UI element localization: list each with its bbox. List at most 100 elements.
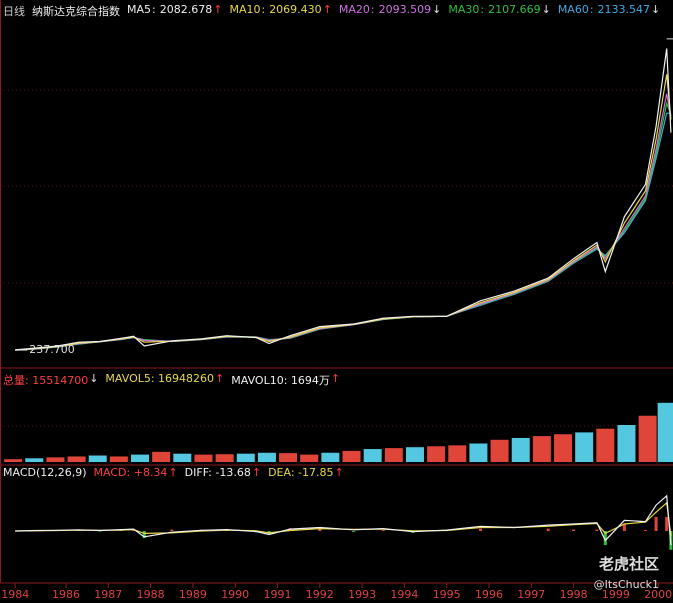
volume-bar xyxy=(152,451,171,462)
period: 日线 xyxy=(3,5,25,18)
legend-name: MA10 xyxy=(229,3,261,16)
header-label: 总量: 15514700 xyxy=(3,374,89,387)
volume-bar xyxy=(131,454,150,462)
volume-bar xyxy=(236,453,255,462)
x-tick-label: 1989 xyxy=(179,588,207,601)
macd-bar xyxy=(665,516,669,531)
volume-bar xyxy=(342,450,361,462)
volume-bar xyxy=(109,456,128,462)
x-tick-label: 1997 xyxy=(517,588,545,601)
price-header: 日线 纳斯达克综合指数 MA5:2082.678 ↑ MA10:2069.430 ↑ M… xyxy=(3,3,660,19)
legend-item: MA60:2133.547 ↓ xyxy=(558,3,660,19)
legend-value: 2082.678 xyxy=(159,3,213,16)
volume-bar xyxy=(25,458,44,462)
header-label: MACD(12,26,9) xyxy=(3,466,87,479)
volume-bar xyxy=(575,432,594,462)
ma-line xyxy=(15,93,672,351)
legend-colon: : xyxy=(480,3,485,16)
volume-bar xyxy=(657,402,673,462)
macd-bar xyxy=(572,529,576,531)
trend-arrow: ↓ xyxy=(89,372,99,385)
ma-line xyxy=(15,48,672,351)
header-label: MACD: +8.34 xyxy=(93,466,168,479)
volume-bar xyxy=(4,459,23,462)
x-tick-label: 1984 xyxy=(1,588,29,601)
legend-item: MA5:2082.678 ↑ xyxy=(127,3,222,19)
volume-bar xyxy=(511,437,530,462)
volume-bar xyxy=(67,456,86,462)
x-tick-label: 1991 xyxy=(263,588,291,601)
volume-bar xyxy=(46,457,65,462)
legend-item: MA20:2093.509 ↓ xyxy=(339,3,441,19)
x-tick-label: 1992 xyxy=(306,588,334,601)
volume-bar xyxy=(448,445,467,462)
legend-colon: : xyxy=(589,3,594,16)
macd-bar xyxy=(479,528,483,531)
macd-bar xyxy=(318,528,322,531)
volume-bar xyxy=(405,447,424,462)
x-tick-label: 1996 xyxy=(475,588,503,601)
macd-bar xyxy=(352,531,356,532)
header-label: MAVOL5: 16948260 xyxy=(105,372,215,385)
trend-arrow: ↑ xyxy=(168,466,178,479)
x-tick-label: 1998 xyxy=(560,588,588,601)
volume-bar xyxy=(427,446,446,462)
macd-bar xyxy=(654,516,658,531)
macd-bar xyxy=(546,528,550,531)
macd-bar xyxy=(132,530,136,531)
trend-arrow: ↑ xyxy=(213,3,223,16)
watermark-handle: @ItsChuck1 xyxy=(593,578,659,591)
x-tick-label: 1990 xyxy=(221,588,249,601)
volume-bar xyxy=(617,425,636,462)
ma-line xyxy=(15,101,672,351)
macd-bar xyxy=(381,530,385,531)
header-label: DIFF: -13.68 xyxy=(184,466,251,479)
volume-bar xyxy=(469,443,488,462)
legend-value: 2133.547 xyxy=(597,3,651,16)
trend-arrow: ↑ xyxy=(215,372,225,385)
legend-name: MA5 xyxy=(127,3,152,16)
index-title: 纳斯达克综合指数 xyxy=(32,5,120,18)
legend-item: MA10:2069.430 ↑ xyxy=(229,3,331,19)
x-tick-label: 1988 xyxy=(137,588,165,601)
x-tick-label: 2000 xyxy=(644,588,672,601)
trend-arrow: ↑ xyxy=(330,372,341,385)
macd-bar xyxy=(603,531,607,546)
volume-bar xyxy=(279,453,298,462)
x-tick-label: 1999 xyxy=(602,588,630,601)
legend-item: MA30:2107.669 ↓ xyxy=(448,3,550,19)
legend-colon: : xyxy=(152,3,156,16)
trend-arrow: ↑ xyxy=(334,466,344,479)
volume-bar xyxy=(638,415,657,462)
volume-bar xyxy=(194,454,213,462)
volume-bar xyxy=(300,454,319,462)
macd-header: MACD(12,26,9) MACD: +8.34 ↑ DIFF: -13.68 ↑ DE… xyxy=(3,466,344,479)
volume-bar xyxy=(554,434,573,462)
legend-value: 2069.430 xyxy=(269,3,322,16)
volume-bar xyxy=(532,436,551,462)
legend-colon: : xyxy=(370,3,375,16)
x-tick-label: 1986 xyxy=(52,588,80,601)
trend-arrow: ↓ xyxy=(651,3,661,16)
macd-bar xyxy=(170,529,174,531)
header-label: MAVOL10: 1694万 xyxy=(231,374,330,387)
legend-name: MA60 xyxy=(557,3,589,16)
annotation-label: 237.700 xyxy=(29,343,75,356)
x-tick-label: 1994 xyxy=(390,588,418,601)
macd-bar xyxy=(644,530,648,531)
trend-arrow: ↓ xyxy=(541,3,551,16)
volume-bar xyxy=(596,428,615,462)
legend-value: 2093.509 xyxy=(378,3,432,16)
legend-name: MA30 xyxy=(448,3,480,16)
trend-arrow: ↑ xyxy=(251,466,262,479)
x-tick-label: 1987 xyxy=(94,588,122,601)
ma-line xyxy=(15,112,671,351)
header-label: DEA: -17.85 xyxy=(268,466,334,479)
volume-bar xyxy=(384,448,403,462)
ma-line xyxy=(15,74,672,351)
macd-bar xyxy=(595,529,599,531)
volume-bar xyxy=(363,449,382,462)
volume-bar xyxy=(257,452,276,462)
